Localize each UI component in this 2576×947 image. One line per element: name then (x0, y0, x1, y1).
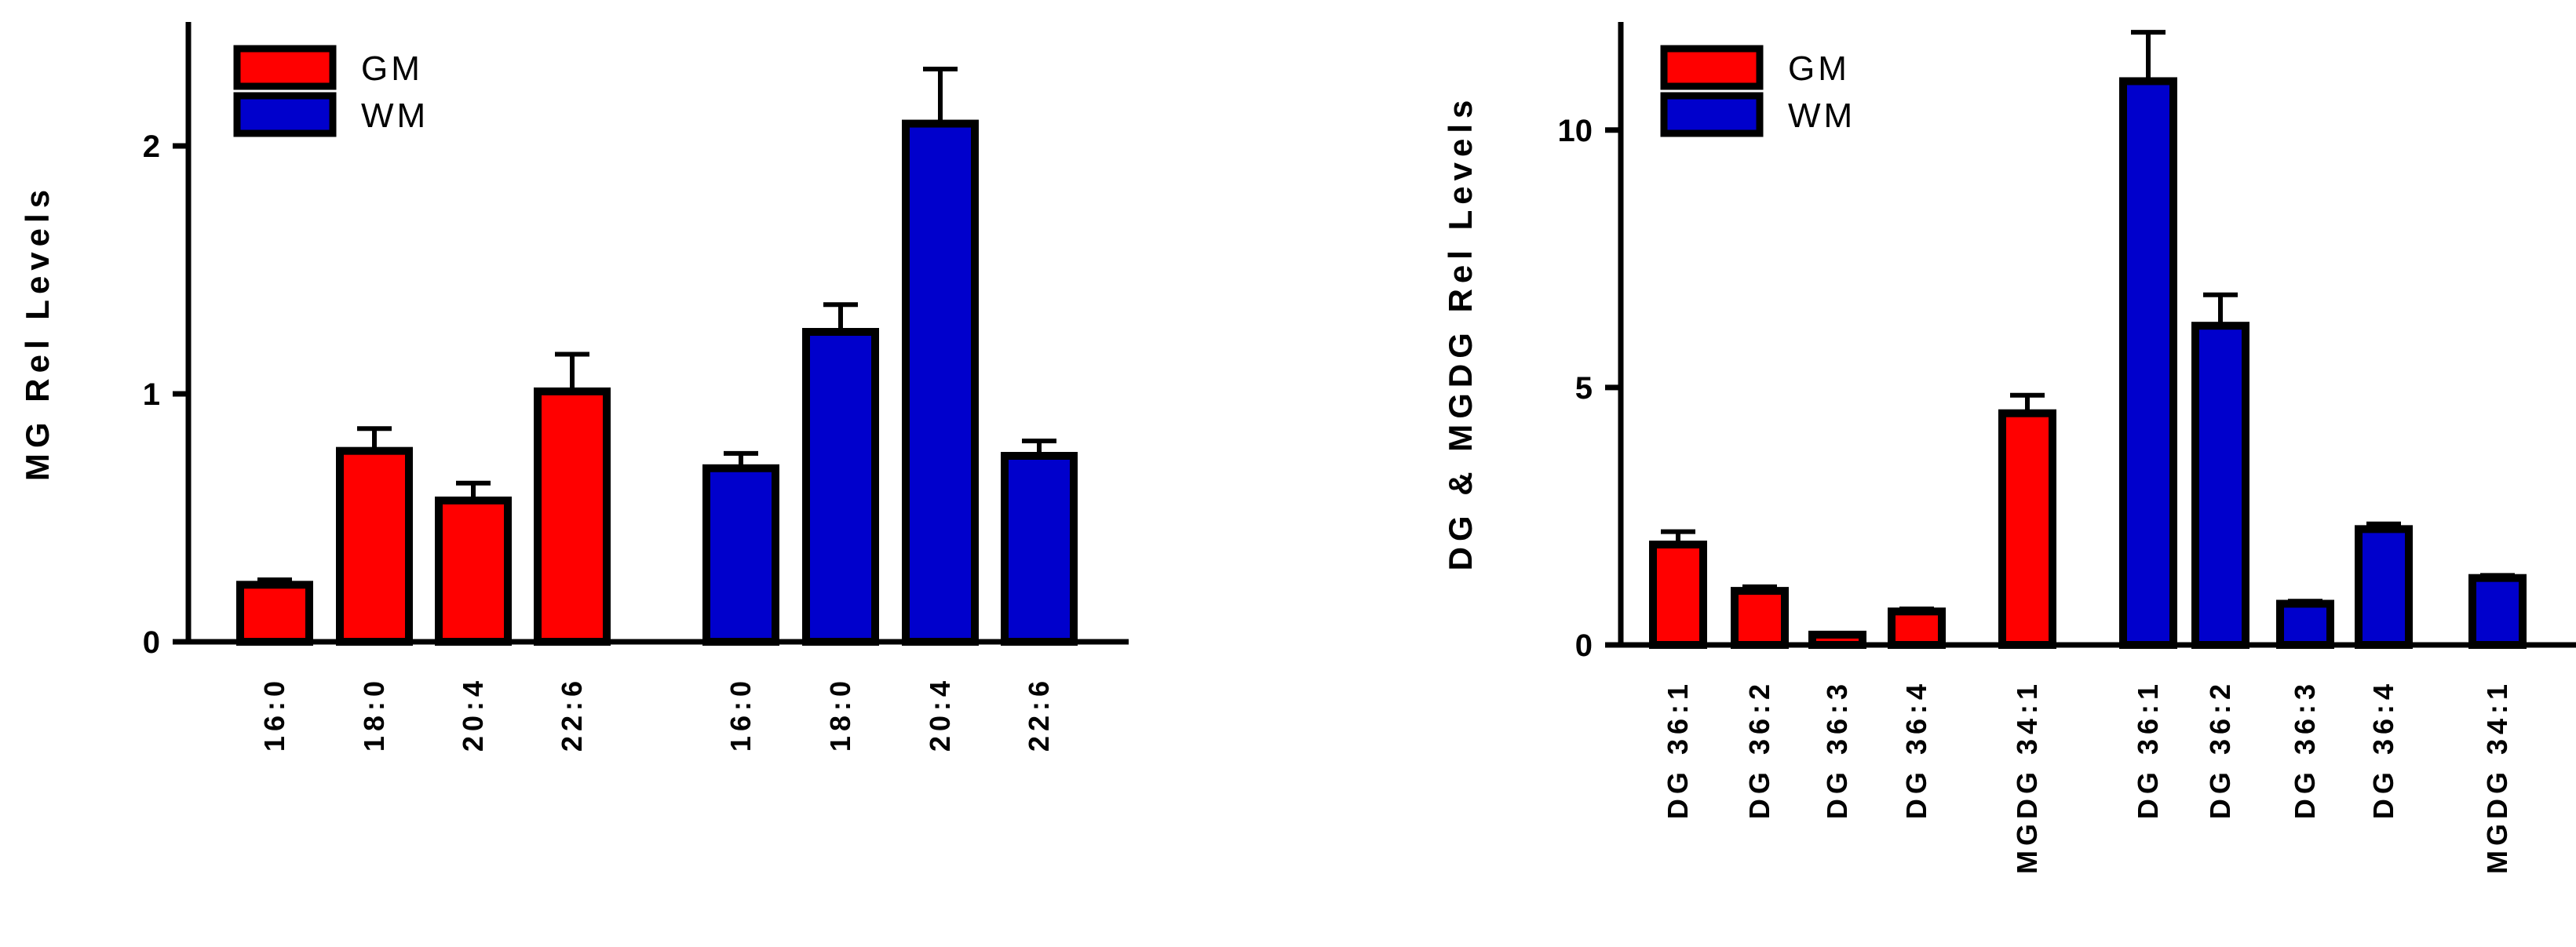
legend-swatch-wm (1660, 92, 1764, 137)
bar-wm (1001, 452, 1078, 646)
legend-swatch-wm (233, 92, 337, 137)
bar-wm (2191, 322, 2249, 649)
bar-gm (236, 581, 313, 647)
y-tick-label: 1 (143, 377, 160, 412)
category-label: DG 36:3 (2289, 679, 2321, 819)
category-label: DG 36:1 (1662, 679, 1694, 819)
category-label: 16:0 (258, 676, 290, 752)
category-label: DG 36:2 (2204, 679, 2236, 819)
bar-gm (534, 387, 611, 646)
legend-label-gm: GM (1788, 49, 1850, 88)
bar-wm (2468, 574, 2527, 649)
category-label: 22:6 (1023, 676, 1055, 752)
category-label: DG 36:2 (1743, 679, 1775, 819)
bar-gm (1888, 607, 1946, 649)
y-axis-label: DG & MGDG Rel Levels (1442, 95, 1479, 571)
category-label: 20:4 (924, 676, 956, 752)
category-label: DG 36:3 (1821, 679, 1853, 819)
chart-2: DG 36:1 DG 36:2 DG 36:3 DG 36:4 MGDG 34:1 DG … (1442, 22, 2576, 874)
category-label: MGDG 34:1 (2011, 679, 2043, 874)
bar-wm (802, 328, 879, 646)
legend-label-wm: WM (361, 97, 429, 135)
legend-label-gm: GM (361, 49, 423, 88)
bar-wm (2119, 77, 2177, 649)
bar-wm (2276, 599, 2334, 650)
legend-swatch-gm (233, 45, 337, 90)
y-axis-label: MG Rel Levels (19, 184, 56, 481)
bar-gm (1998, 409, 2056, 649)
category-label: 20:4 (457, 676, 489, 752)
category-label: 22:6 (556, 676, 588, 752)
bar-gm (336, 446, 413, 646)
bar-gm (1731, 587, 1789, 650)
category-label: MGDG 34:1 (2481, 679, 2513, 874)
category-label: 18:0 (824, 676, 856, 752)
chart-1: 16:0 18:0 20:4 22:6 16:0 18:0 20:4 22:6 0 1 2 MG Re… (19, 22, 1129, 752)
bar-wm (702, 464, 779, 646)
y-tick-label: 5 (1575, 371, 1593, 406)
legend-swatch-gm (1660, 45, 1764, 90)
bar-wm (902, 119, 979, 646)
bar-gm (435, 496, 512, 646)
bar-wm (2355, 525, 2413, 649)
category-label: DG 36:4 (1900, 679, 1932, 819)
legend-label-wm: WM (1788, 97, 1855, 135)
category-label: 16:0 (724, 676, 757, 752)
y-tick-label: 2 (143, 129, 160, 164)
y-tick-label: 0 (143, 625, 160, 660)
y-tick-label: 10 (1558, 114, 1593, 148)
bar-gm (1649, 541, 1707, 649)
category-label: DG 36:4 (2367, 679, 2399, 819)
category-label: 18:0 (358, 676, 390, 752)
category-label: DG 36:1 (2132, 679, 2164, 819)
y-tick-label: 0 (1575, 628, 1593, 663)
